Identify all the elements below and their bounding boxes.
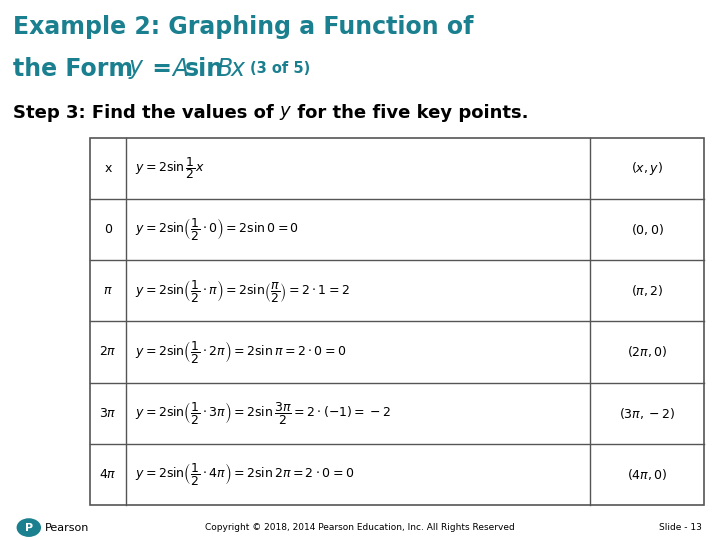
Text: $3\pi$: $3\pi$ — [99, 407, 117, 420]
Text: Pearson: Pearson — [45, 523, 90, 532]
Text: $y = 2\sin\dfrac{1}{2}x$: $y = 2\sin\dfrac{1}{2}x$ — [135, 156, 204, 181]
Text: $y$: $y$ — [279, 104, 292, 122]
Text: $\pi$: $\pi$ — [103, 284, 113, 297]
Text: $y = 2\sin\!\left(\dfrac{1}{2}\cdot 0\right) = 2\sin 0 = 0$: $y = 2\sin\!\left(\dfrac{1}{2}\cdot 0\ri… — [135, 217, 299, 242]
Text: for the five key points.: for the five key points. — [291, 104, 528, 122]
Text: $(0, 0)$: $(0, 0)$ — [631, 222, 664, 237]
Text: $y = 2\sin\!\left(\dfrac{1}{2}\cdot\pi\right) = 2\sin\!\left(\dfrac{\pi}{2}\righ: $y = 2\sin\!\left(\dfrac{1}{2}\cdot\pi\r… — [135, 278, 349, 303]
Text: the Form: the Form — [13, 57, 141, 80]
Text: =: = — [144, 57, 180, 80]
Text: $(4\pi, 0)$: $(4\pi, 0)$ — [627, 467, 667, 482]
Text: $4\pi$: $4\pi$ — [99, 468, 117, 481]
Text: Copyright © 2018, 2014 Pearson Education, Inc. All Rights Reserved: Copyright © 2018, 2014 Pearson Education… — [205, 523, 515, 532]
Text: Step 3: Find the values of: Step 3: Find the values of — [13, 104, 280, 122]
Text: Example 2: Graphing a Function of: Example 2: Graphing a Function of — [13, 15, 474, 39]
Circle shape — [17, 519, 40, 536]
Text: $2\pi$: $2\pi$ — [99, 346, 117, 359]
Text: $(x, y)$: $(x, y)$ — [631, 160, 663, 177]
Text: $\mathbf{\mathit{B}}$: $\mathbf{\mathit{B}}$ — [216, 57, 233, 80]
Text: $x$: $x$ — [230, 57, 247, 80]
Text: $(2\pi, 0)$: $(2\pi, 0)$ — [627, 345, 667, 360]
Text: (3 of 5): (3 of 5) — [250, 61, 310, 76]
Text: $\mathbf{\mathit{A}}$: $\mathbf{\mathit{A}}$ — [171, 57, 189, 80]
Text: x: x — [104, 162, 112, 175]
Text: Slide - 13: Slide - 13 — [659, 523, 702, 532]
Text: $y = 2\sin\!\left(\dfrac{1}{2}\cdot 3\pi\right) = 2\sin\dfrac{3\pi}{2} = 2\cdot(: $y = 2\sin\!\left(\dfrac{1}{2}\cdot 3\pi… — [135, 400, 390, 426]
Text: $y = 2\sin\!\left(\dfrac{1}{2}\cdot 4\pi\right) = 2\sin 2\pi = 2\cdot 0 = 0$: $y = 2\sin\!\left(\dfrac{1}{2}\cdot 4\pi… — [135, 461, 354, 487]
Text: $(3\pi, -2)$: $(3\pi, -2)$ — [619, 406, 675, 421]
Text: $y$: $y$ — [128, 57, 145, 80]
Text: $y = 2\sin\!\left(\dfrac{1}{2}\cdot 2\pi\right) = 2\sin\pi = 2\cdot 0 = 0$: $y = 2\sin\!\left(\dfrac{1}{2}\cdot 2\pi… — [135, 339, 346, 365]
Text: $(\pi, 2)$: $(\pi, 2)$ — [631, 283, 664, 298]
Text: 0: 0 — [104, 223, 112, 236]
Text: sin: sin — [185, 57, 224, 80]
Text: P: P — [24, 523, 33, 532]
FancyBboxPatch shape — [90, 138, 704, 505]
